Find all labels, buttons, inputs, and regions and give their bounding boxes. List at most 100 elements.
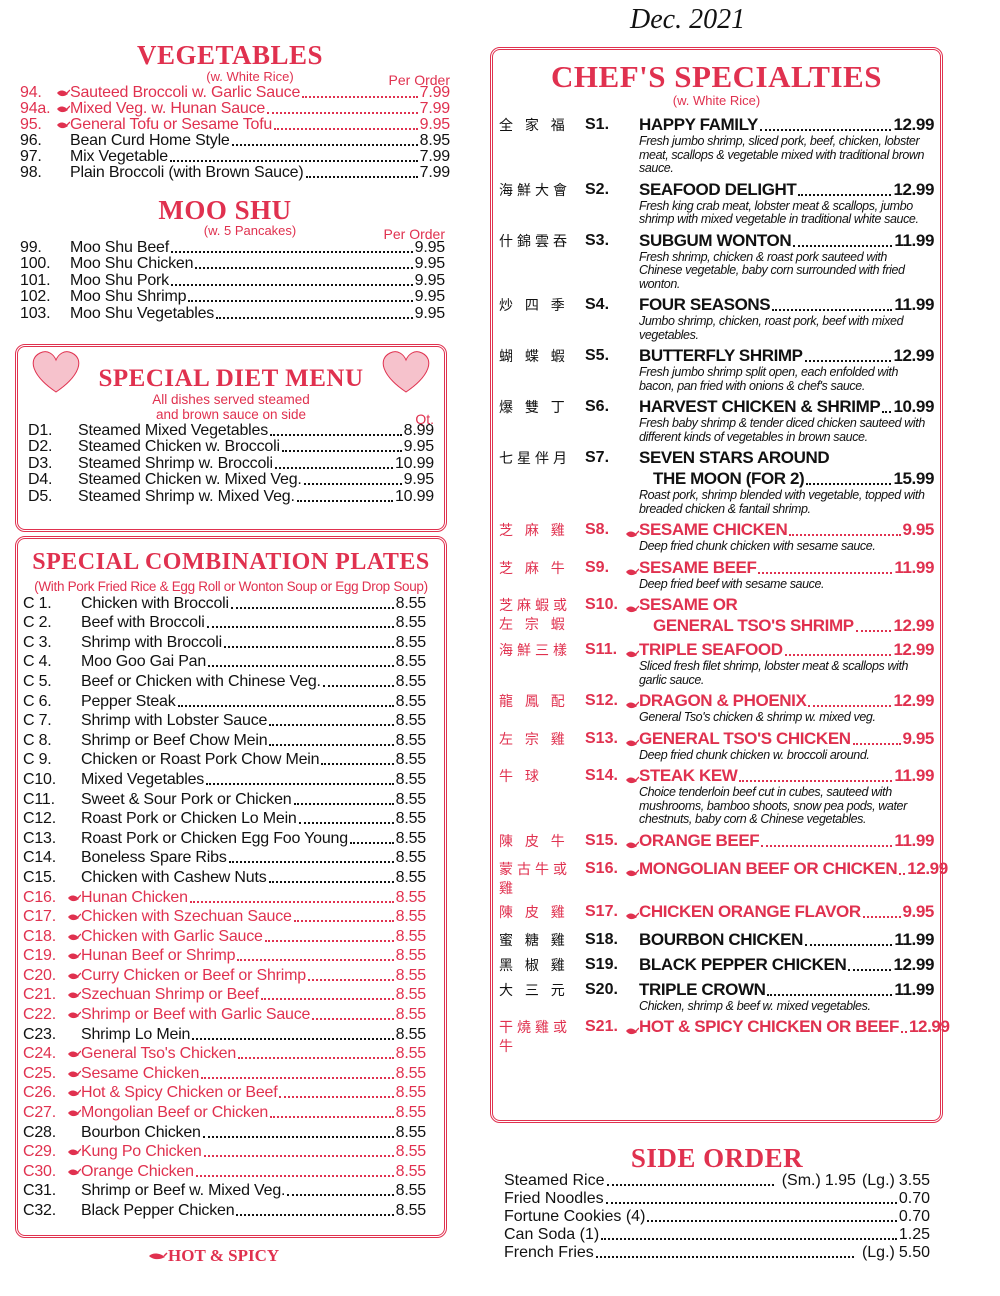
item-name: Mixed Vegetables: [81, 770, 205, 788]
pepper-icon: [626, 869, 640, 876]
name-line: MONGOLIAN BEEF OR CHICKEN 12.99: [639, 858, 948, 879]
item-code: S6.: [585, 398, 610, 415]
item-body: HARVEST CHICKEN & SHRIMP 10.99 Fresh baby …: [639, 396, 934, 444]
leader-dots: [302, 96, 418, 98]
chinese-name: 芝麻蝦或左 宗 蝦: [499, 594, 585, 634]
pepper-cell: [625, 519, 640, 544]
menu-item: C 8. Shrimp or Beef Chow Mein 8.55: [23, 730, 426, 750]
leader-dots: [269, 743, 394, 746]
leader-dots: [789, 534, 901, 536]
chinese-line: 陳 皮 牛: [499, 832, 569, 849]
chinese-line: 陳 皮 雞: [499, 903, 569, 920]
menu-item: C22. Shrimp or Beef with Garlic Sauce 8.55: [23, 1004, 426, 1024]
item-price: 8.55: [395, 751, 427, 769]
name-line: BOURBON CHICKEN 11.99: [639, 929, 934, 950]
note-line: All dishes served steamed: [152, 392, 310, 407]
item-description: Deep fried chunk chicken with sesame sau…: [639, 539, 876, 553]
leader-dots: [269, 724, 394, 727]
chinese-name: 海鮮三樣: [499, 639, 585, 660]
item-name: Moo Goo Gai Pan: [81, 653, 207, 671]
item-name: BLACK PEPPER CHICKEN: [639, 954, 847, 974]
item-description: General Tso's chicken & shrimp w. mixed …: [639, 710, 876, 724]
item-body: SESAME BEEF 11.99 Deep fried beef with ses…: [639, 557, 934, 592]
item-body: SEAFOOD DELIGHT 12.99 Fresh king crab meat…: [639, 179, 934, 227]
name-line: ORANGE BEEF 11.99: [639, 830, 934, 851]
pepper-cell: [625, 690, 640, 715]
item-name: Hunan Beef or Shrimp: [81, 947, 236, 965]
item-body: SUBGUM WONTON 11.99 Fresh shrimp, chicken …: [639, 230, 934, 292]
item-code: D5.: [28, 487, 53, 505]
chefs-specialties-box: CHEF'S SPECIALTIES (w. White Rice) 全 家 福…: [490, 47, 950, 1123]
menu-item: 96. Bean Curd Home Style 8.95: [20, 132, 450, 150]
pepper-icon: [626, 530, 640, 538]
item-code: S20.: [585, 980, 618, 998]
chinese-name: 什錦雲吞: [499, 230, 585, 251]
chinese-line: 黑 椒 雞: [499, 956, 569, 973]
leader-dots: [293, 802, 394, 805]
item-code: S15.: [585, 831, 618, 849]
section-title: SPECIAL COMBINATION PLATES: [32, 549, 430, 575]
item-name: Roast Pork or Chicken Lo Mein: [81, 810, 297, 828]
menu-item: D4. Steamed Chicken w. Mixed Veg. 9.95: [28, 471, 434, 490]
leader-dots: [189, 900, 394, 903]
section-title: SPECIAL DIET MENU: [98, 365, 364, 392]
item-price: 12.99: [893, 179, 934, 199]
section-title: SIDE ORDER: [630, 1143, 804, 1173]
item-price: 5.50: [898, 1244, 930, 1261]
item-body: HAPPY FAMILY 12.99 Fresh jumbo shrimp, sli…: [639, 114, 934, 176]
menu-item: D1. Steamed Mixed Vegetables 8.99: [28, 421, 434, 440]
name-line: STEAK KEW 11.99: [639, 765, 934, 786]
item-price: 8.55: [395, 692, 427, 710]
pepper-icon: [626, 650, 640, 658]
chinese-line: 炒 四 季: [499, 297, 569, 313]
specialty-item: 全 家 福 S1. HAPPY FAMILY 12.99 Fresh jumbo shr…: [499, 114, 934, 176]
pepper-cell: [625, 594, 640, 619]
menu-item: C 1. Chicken with Broccoli 8.55: [23, 593, 426, 613]
specialty-item: 芝麻蝦或左 宗 蝦 S10. SESAME OR GENERAL TSO'S SHRI…: [499, 594, 934, 636]
leader-dots: [216, 316, 413, 319]
item-code: S5.: [585, 347, 610, 364]
side-item: Fried Noodles 0.70: [504, 1190, 930, 1208]
name-line: THE MOON (FOR 2) 15.99: [639, 468, 934, 489]
menu-item: C28. Bourbon Chicken 8.55: [23, 1122, 426, 1142]
item-name: Chicken with Szechuan Sauce: [81, 908, 292, 926]
item-name: Bean Curd Home Style: [70, 132, 230, 149]
menu-item: C11. Sweet & Sour Pork or Chicken 8.55: [23, 789, 426, 809]
pepper-icon: [626, 701, 640, 709]
menu-item: C13. Roast Pork or Chicken Egg Foo Young 8…: [23, 828, 426, 848]
chinese-name: 陳 皮 雞: [499, 901, 585, 922]
item-price: 7.99: [419, 148, 451, 165]
chinese-line: 七星伴月: [499, 450, 571, 466]
name-line: SESAME OR: [639, 594, 934, 615]
item-price: 11.99: [894, 979, 934, 999]
leader-dots: [882, 411, 892, 413]
item-code: C20.: [23, 966, 56, 984]
item-name: Shrimp or Beef Chow Mein: [81, 731, 268, 749]
item-name: SEVEN STARS AROUND: [639, 448, 830, 467]
pepper-icon: [68, 1089, 81, 1097]
pepper-icon: [626, 912, 640, 919]
leader-dots: [264, 939, 394, 942]
item-price: 10.99: [394, 454, 434, 472]
leader-dots: [236, 1214, 394, 1216]
menu-item: C26. Hot & Spicy Chicken or Beef 8.55: [23, 1083, 426, 1103]
price-header: Per Order: [388, 72, 450, 88]
item-code: C18.: [23, 927, 56, 945]
item-code: D1.: [28, 421, 53, 439]
price-header: Per Order: [383, 226, 445, 242]
menu-item: C 2. Beef with Broccoli 8.55: [23, 613, 426, 633]
item-name: Chicken or Roast Pork Chow Mein: [81, 751, 320, 769]
name-line: BLACK PEPPER CHICKEN 12.99: [639, 954, 934, 975]
item-code: S19.: [585, 955, 618, 973]
item-name: SESAME CHICKEN: [639, 520, 788, 539]
pepper-cell: [625, 179, 639, 186]
name-line: SESAME CHICKEN 9.95: [639, 519, 934, 540]
specialty-item: 蒙古牛或雞 S16. MONGOLIAN BEEF OR CHICKEN 12.99: [499, 858, 948, 898]
menu-item: C 3. Shrimp with Broccoli 8.55: [23, 632, 426, 652]
item-code: C 5.: [23, 672, 52, 690]
pepper-icon: [68, 1109, 81, 1117]
leader-dots: [798, 193, 892, 196]
menu-item: C19. Hunan Beef or Shrimp 8.55: [23, 946, 426, 966]
pepper-icon: [68, 1011, 81, 1019]
pepper-icon: [68, 1148, 81, 1156]
